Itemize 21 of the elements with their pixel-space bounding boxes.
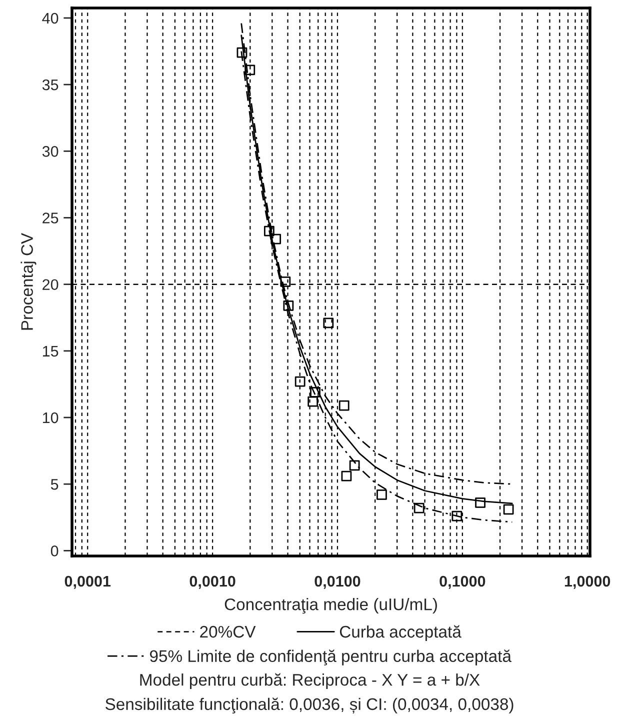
- y-tick-label: 15: [42, 346, 58, 357]
- y-tick-label: 25: [42, 212, 58, 224]
- y-tick-label: 5: [50, 479, 58, 490]
- text: Sensibilitate funcţională: 0,0036, și CI: (0,0034, 0,0038): [106, 698, 514, 714]
- y-axis-title: Procentaj CV: [20, 232, 36, 330]
- x-tick-label: 0,0100: [314, 576, 360, 589]
- y-tick-label: 0: [50, 546, 58, 556]
- text: Model pentru curbă: Reciproca - X Y = a + b/X: [140, 673, 480, 690]
- x-tick-label: 0,1000: [440, 576, 486, 589]
- y-tick-label: 10: [42, 412, 58, 424]
- legend-label: 20%CV: [200, 626, 256, 638]
- y-tick-label: 35: [42, 79, 58, 90]
- legend-label: 95% Limite de confidenţă pentru curba acceptată: [150, 650, 512, 666]
- legend-label: Curba acceptată: [340, 625, 462, 641]
- y-tick-label: 20: [42, 279, 58, 290]
- y-tick-label: 30: [42, 146, 58, 157]
- x-tick-label: 1,0000: [564, 576, 610, 589]
- x-tick-label: 0,0001: [64, 576, 111, 589]
- x-axis-title: Concentraţia medie (uIU/mL): [224, 598, 437, 614]
- y-tick-label: 40: [42, 12, 58, 24]
- x-tick-label: 0,0010: [190, 576, 236, 589]
